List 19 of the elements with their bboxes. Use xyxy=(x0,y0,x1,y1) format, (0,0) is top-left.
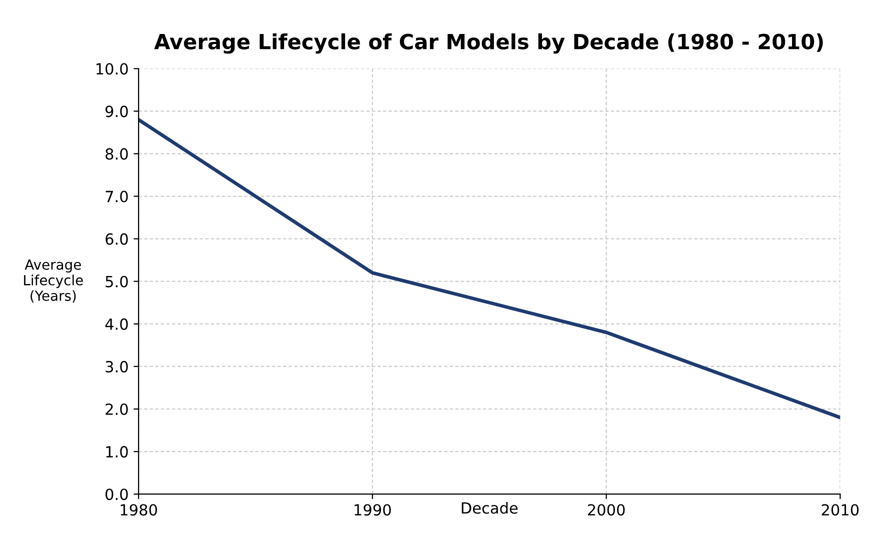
y-tick-label: 7.0 xyxy=(106,190,128,202)
x-tick-label: 2010 xyxy=(822,504,859,516)
x-tick-label: 1990 xyxy=(354,504,391,516)
x-tick-label: 1980 xyxy=(120,504,157,516)
y-axis-title: Average Lifecycle (Years) xyxy=(24,260,83,303)
x-tick-label: 2000 xyxy=(588,504,625,516)
y-tick-label: 8.0 xyxy=(106,148,128,160)
y-tick-label: 6.0 xyxy=(106,233,128,245)
y-tick-label: 1.0 xyxy=(106,446,128,458)
y-tick-label: 10.0 xyxy=(96,63,128,75)
chart-title: Average Lifecycle of Car Models by Decade (1980 - 2010) xyxy=(154,33,823,54)
y-tick-label: 9.0 xyxy=(106,106,128,118)
y-tick-label: 4.0 xyxy=(105,318,128,330)
line-series xyxy=(138,118,840,420)
y-tick-label: 5.0 xyxy=(106,276,128,288)
x-axis-title: Decade xyxy=(462,502,518,514)
y-tick-label: 3.0 xyxy=(106,360,128,372)
y-tick-label: 2.0 xyxy=(106,403,128,416)
y-tick-label: 0.0 xyxy=(106,488,128,500)
